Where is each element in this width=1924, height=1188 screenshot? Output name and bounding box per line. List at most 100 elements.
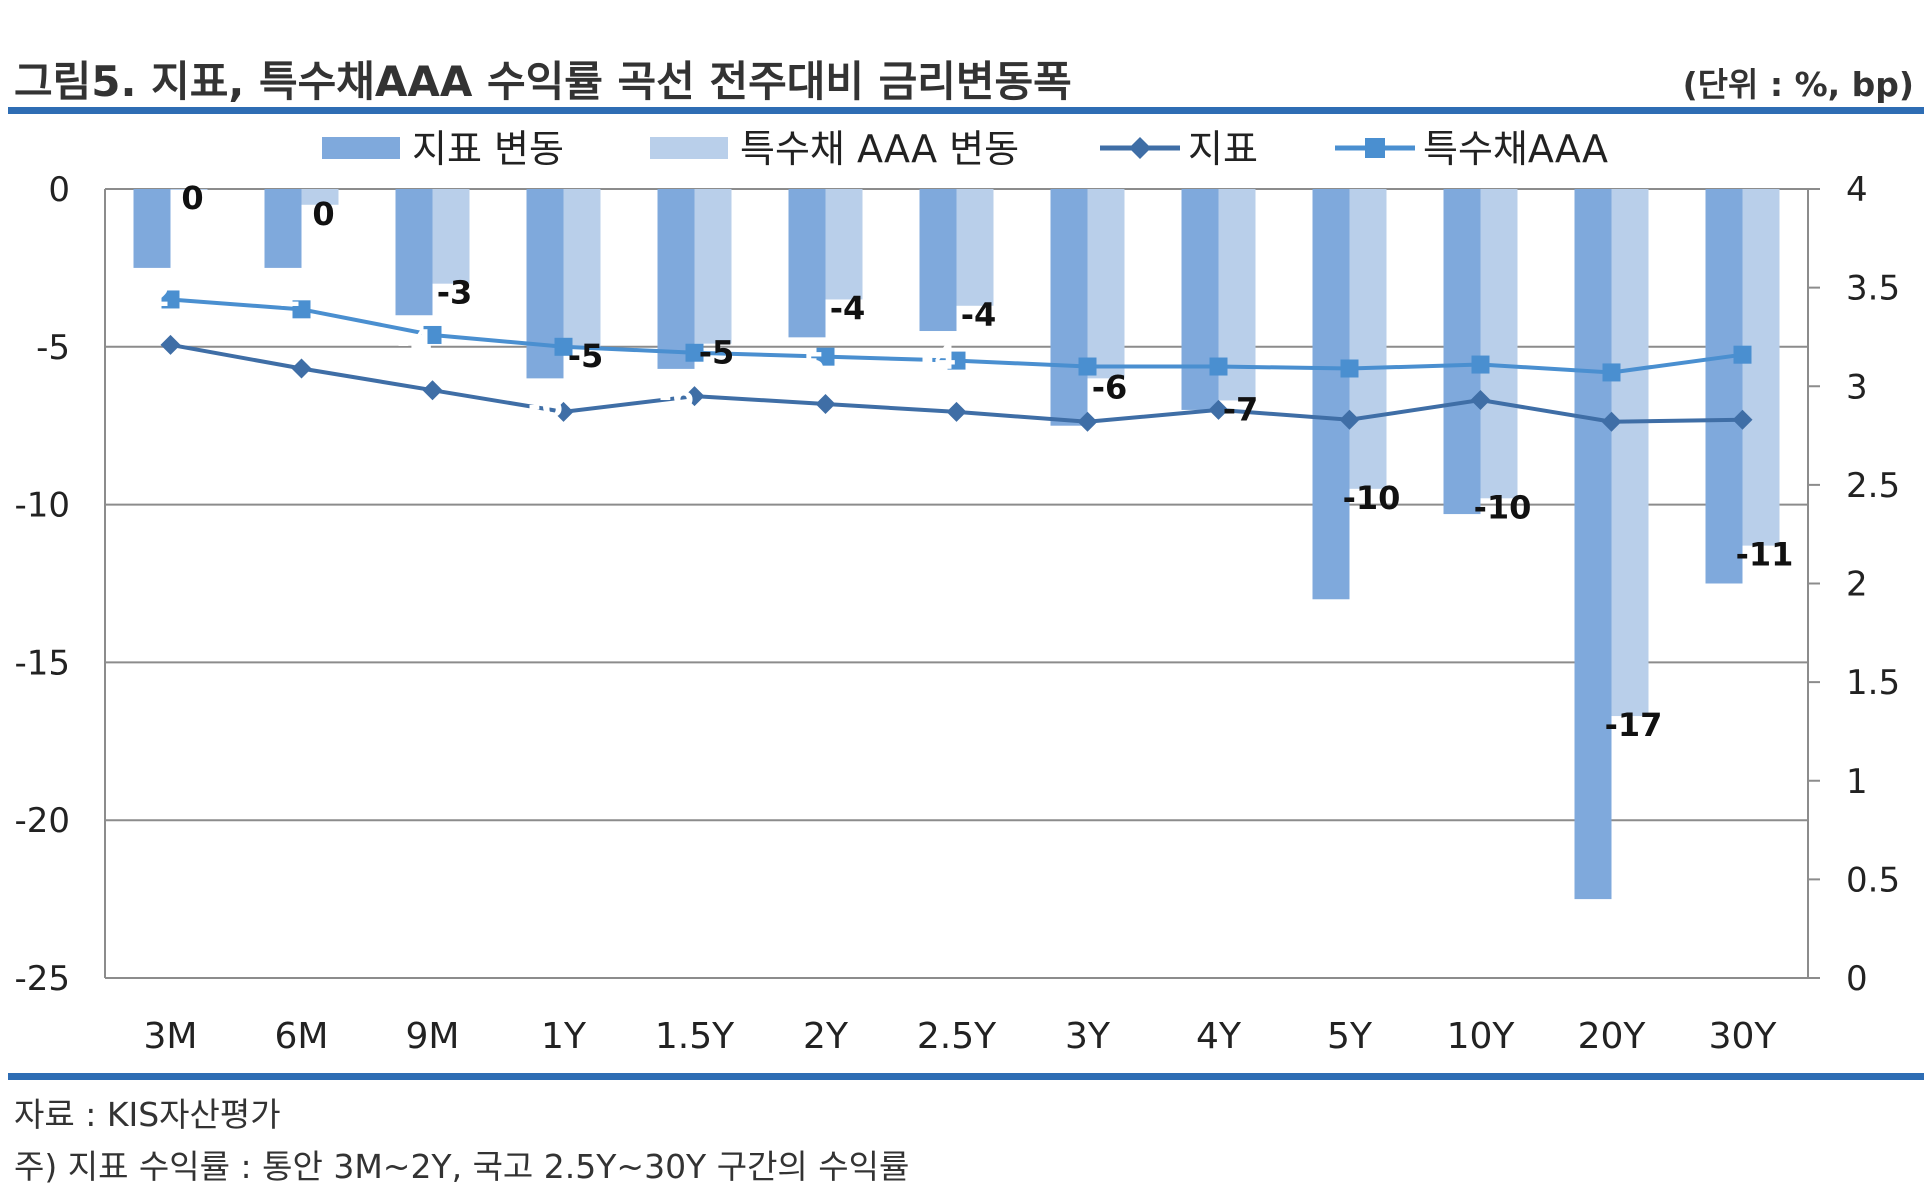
point-index	[1470, 390, 1491, 411]
x-tick-label: 2.5Y	[917, 1016, 997, 1057]
point-aaa	[1209, 357, 1228, 376]
data-label-index-change: -13	[1696, 592, 1754, 630]
bar-aaa-change	[1742, 189, 1780, 546]
y-tick-label-left: 0	[48, 170, 70, 210]
legend-swatch	[650, 137, 728, 159]
bar-aaa-change	[1611, 189, 1649, 717]
y-tick-label-right: 2.5	[1846, 466, 1900, 506]
y-tick-label-left: -15	[14, 643, 70, 683]
legend-marker	[1129, 137, 1151, 159]
point-aaa	[816, 347, 835, 366]
point-index	[684, 386, 705, 407]
data-label-index-change: -4	[921, 339, 957, 377]
data-label-index-change: -10	[1434, 522, 1492, 560]
source-note: 자료 : KIS자산평가	[14, 1095, 281, 1134]
point-index	[291, 358, 312, 379]
x-tick-label: 2Y	[803, 1016, 849, 1057]
data-label-index-change: -6	[528, 386, 564, 424]
data-label-aaa-change: -17	[1605, 706, 1663, 744]
bar-aaa-change	[1349, 189, 1387, 489]
point-index	[1601, 411, 1622, 432]
bar-aaa-change	[694, 189, 732, 344]
y-tick-label-left: -25	[14, 959, 70, 999]
point-index	[815, 394, 836, 415]
y-tick-label-left: -20	[14, 801, 70, 841]
y-tick-label-right: 0.5	[1846, 860, 1900, 900]
data-label-aaa-change: -6	[1092, 368, 1128, 406]
bar-index-change	[657, 189, 695, 369]
legend-label: 특수채AAA	[1423, 127, 1608, 171]
bar-index-change	[395, 189, 433, 316]
point-index	[160, 334, 181, 355]
data-label-aaa-change: -7	[1223, 390, 1259, 428]
x-tick-label: 10Y	[1447, 1016, 1516, 1057]
data-label-aaa-change: -11	[1736, 536, 1794, 574]
chart-title: 그림5. 지표, 특수채AAA 수익률 곡선 전주대비 금리변동폭	[14, 57, 1072, 106]
data-label-aaa-change: -4	[961, 296, 997, 334]
y-tick-label-right: 4	[1846, 170, 1868, 210]
y-tick-label-left: -5	[36, 328, 70, 368]
point-index	[946, 401, 967, 422]
data-label-aaa-change: 0	[312, 195, 334, 233]
y-tick-label-right: 2	[1846, 565, 1868, 605]
data-label-aaa-change: -3	[437, 274, 473, 312]
x-tick-label: 3Y	[1065, 1016, 1111, 1057]
y-tick-label-right: 3	[1846, 367, 1868, 407]
point-aaa	[1733, 345, 1752, 364]
bar-aaa-change	[301, 189, 339, 205]
data-label-aaa-change: -4	[830, 289, 866, 327]
bar-index-change	[133, 189, 171, 268]
data-label-index-change: -4	[397, 323, 433, 361]
x-tick-label: 9M	[406, 1016, 460, 1057]
y-tick-label-right: 3.5	[1846, 269, 1900, 309]
x-tick-label: 6M	[275, 1016, 329, 1057]
point-aaa	[685, 343, 704, 362]
data-label-index-change: -5	[790, 345, 826, 383]
x-tick-label: 3M	[144, 1016, 198, 1057]
bar-aaa-change	[956, 189, 994, 306]
point-aaa	[1471, 355, 1490, 374]
legend-label: 지표 변동	[412, 127, 564, 171]
bar-index-change	[1312, 189, 1350, 600]
data-label-aaa-change: -10	[1343, 479, 1401, 517]
bar-aaa-change	[563, 189, 601, 347]
point-aaa	[423, 325, 442, 344]
point-index	[553, 401, 574, 422]
data-label-index-change: -2	[135, 276, 171, 314]
bar-aaa-change	[1480, 189, 1518, 499]
unit-label: (단위 : %, bp)	[1682, 65, 1914, 104]
point-index	[1339, 409, 1360, 430]
data-label-aaa-change: 0	[181, 179, 203, 217]
x-tick-label: 20Y	[1578, 1016, 1647, 1057]
bar-aaa-change	[432, 189, 470, 284]
data-label-index-change: -13	[1303, 607, 1361, 645]
footnote: 주) 지표 수익률 : 통안 3M~2Y, 국고 2.5Y~30Y 구간의 수익…	[14, 1147, 910, 1186]
point-aaa	[1340, 359, 1359, 378]
legend-label: 지표	[1188, 127, 1258, 171]
point-index	[1077, 411, 1098, 432]
x-tick-label: 1.5Y	[655, 1016, 735, 1057]
data-label-index-change: -23	[1565, 907, 1623, 945]
x-tick-label: 5Y	[1327, 1016, 1373, 1057]
point-aaa	[554, 337, 573, 356]
data-label-index-change: -8	[1052, 434, 1088, 472]
data-label-aaa-change: -5	[699, 334, 735, 372]
x-tick-label: 4Y	[1196, 1016, 1242, 1057]
bar-index-change	[1181, 189, 1219, 410]
legend-label: 특수채 AAA 변동	[740, 127, 1019, 171]
bar-index-change	[264, 189, 302, 268]
top-rule	[8, 107, 1924, 114]
point-index	[1732, 409, 1753, 430]
bar-index-change	[788, 189, 826, 338]
point-aaa	[161, 290, 180, 309]
point-aaa	[947, 351, 966, 370]
bar-aaa-change	[825, 189, 863, 300]
y-tick-label-right: 1	[1846, 762, 1868, 802]
legend-swatch	[322, 137, 400, 159]
data-label-index-change: -7	[1183, 418, 1219, 456]
bar-index-change	[919, 189, 957, 332]
bottom-rule	[8, 1073, 1924, 1080]
data-label-index-change: -2	[266, 276, 302, 314]
bar-index-change	[1705, 189, 1743, 584]
